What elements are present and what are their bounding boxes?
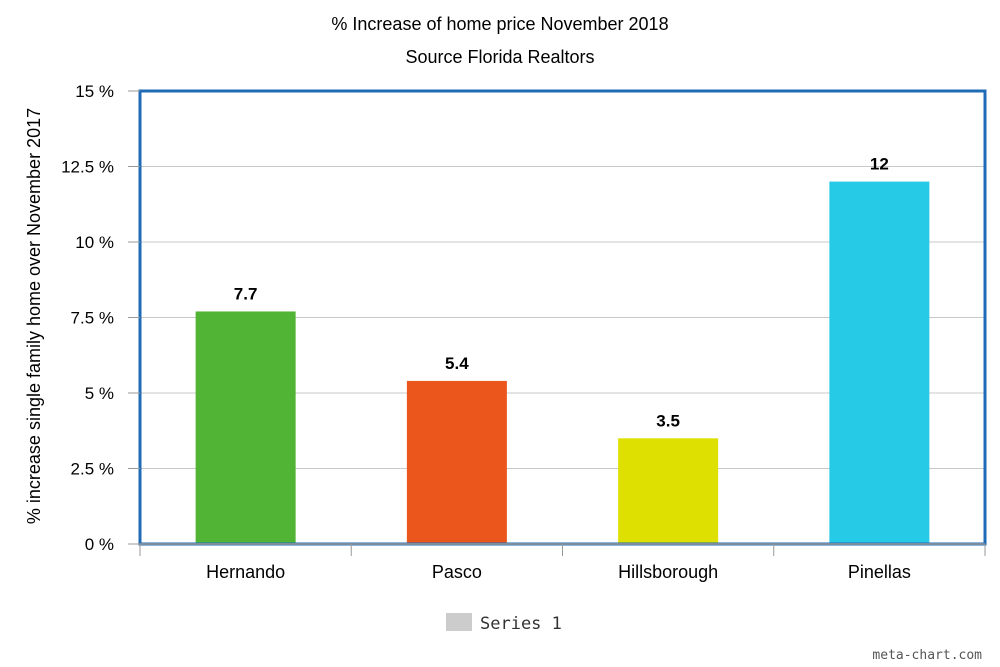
- bars: [195, 181, 930, 544]
- data-labels: 7.7 5.4 3.5 12: [234, 155, 889, 431]
- x-tick-labels: Hernando Pasco Hillsborough Pinellas: [206, 562, 911, 582]
- y-tick-label: 0 %: [85, 535, 114, 554]
- data-label: 7.7: [234, 284, 258, 303]
- bar-pinellas[interactable]: [829, 181, 930, 544]
- y-axis: 0 % 2.5 % 5 % 7.5 % 10 % 12.5 % 15 %: [61, 82, 140, 554]
- bar-hillsborough[interactable]: [618, 438, 719, 544]
- y-tick-label: 7.5 %: [71, 309, 114, 328]
- legend-label[interactable]: Series 1: [480, 614, 562, 634]
- y-tick-label: 5 %: [85, 384, 114, 403]
- y-axis-label: % increase single family home over Novem…: [24, 108, 44, 524]
- chart-title: % Increase of home price November 2018: [331, 14, 668, 34]
- data-label: 3.5: [656, 411, 680, 430]
- x-tick-label: Pinellas: [848, 562, 911, 582]
- bar-hernando[interactable]: [195, 311, 296, 544]
- x-tick-label: Hernando: [206, 562, 285, 582]
- y-tick-label: 2.5 %: [71, 460, 114, 479]
- x-tick-label: Pasco: [432, 562, 482, 582]
- y-tick-label: 15 %: [75, 82, 114, 101]
- x-axis: [139, 543, 986, 556]
- credit-watermark: meta-chart.com: [872, 648, 982, 663]
- data-label: 5.4: [445, 354, 469, 373]
- data-label: 12: [870, 155, 889, 174]
- bar-pasco[interactable]: [406, 380, 507, 544]
- x-tick-label: Hillsborough: [618, 562, 718, 582]
- y-tick-label: 10 %: [75, 233, 114, 252]
- legend[interactable]: Series 1: [446, 613, 562, 634]
- legend-swatch[interactable]: [446, 613, 472, 631]
- y-tick-label: 12.5 %: [61, 158, 114, 177]
- chart-subtitle: Source Florida Realtors: [405, 47, 594, 67]
